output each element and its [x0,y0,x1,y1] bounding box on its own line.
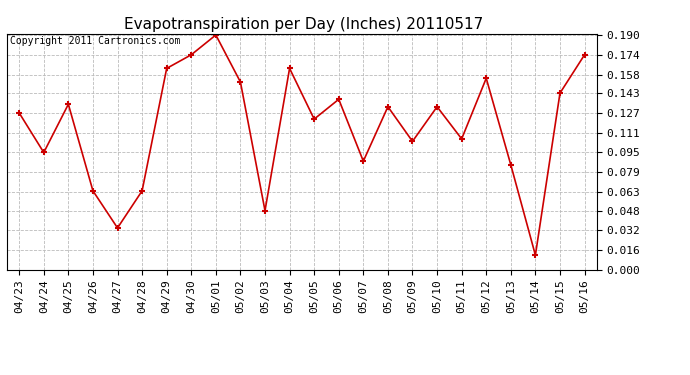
Text: Evapotranspiration per Day (Inches) 20110517: Evapotranspiration per Day (Inches) 2011… [124,17,483,32]
Text: Copyright 2011 Cartronics.com: Copyright 2011 Cartronics.com [10,36,180,46]
